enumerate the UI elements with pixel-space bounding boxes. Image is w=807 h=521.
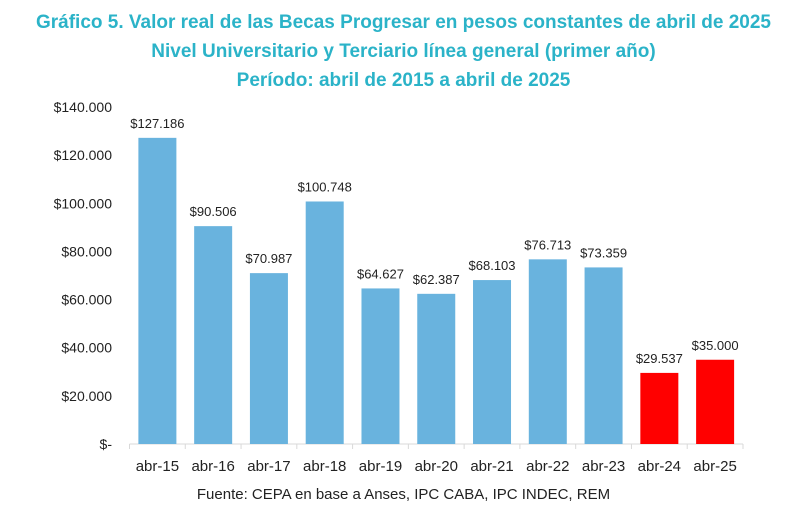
data-label: $76.713 [524,237,571,252]
bar [528,259,567,444]
bar [417,293,456,444]
source-note: Fuente: CEPA en base a Anses, IPC CABA, … [196,486,611,503]
x-tick-label: abr-15 [136,458,179,475]
data-label: $62.387 [413,272,460,287]
y-tick-label: $40.000 [61,340,112,356]
data-label: $70.987 [245,251,292,266]
chart-period: Período: abril de 2015 a abril de 2025 [236,70,571,91]
y-tick-label: $- [100,436,113,452]
x-tick-label: abr-16 [191,458,234,475]
y-tick-label: $20.000 [61,388,112,404]
bar [194,226,233,444]
y-tick-label: $140.000 [54,99,113,115]
x-tick-label: abr-24 [638,458,681,475]
y-tick-label: $60.000 [61,292,112,308]
x-tick-label: abr-17 [247,458,290,475]
bar [640,372,679,444]
data-label: $64.627 [357,266,404,281]
chart-subtitle: Nivel Universitario y Terciario línea ge… [151,41,656,62]
x-tick-label: abr-18 [303,458,346,475]
data-label: $29.537 [636,351,683,366]
data-label: $127.186 [130,116,184,131]
data-label: $90.506 [190,204,237,219]
x-tick-label: abr-21 [470,458,513,475]
data-label: $73.359 [580,245,627,260]
bar [696,359,735,444]
bar [584,267,623,444]
x-tick-label: abr-23 [582,458,625,475]
y-tick-label: $80.000 [61,243,112,259]
x-tick-label: abr-19 [359,458,402,475]
bar [361,288,400,444]
y-tick-label: $100.000 [54,195,113,211]
x-tick-label: abr-22 [526,458,569,475]
bar [305,201,344,444]
data-label: $35.000 [692,338,739,353]
chart-title: Gráfico 5. Valor real de las Becas Progr… [35,12,772,33]
y-tick-label: $120.000 [54,147,113,163]
bar [249,273,288,444]
data-label: $100.748 [298,179,352,194]
x-tick-label: abr-20 [415,458,458,475]
x-tick-label: abr-25 [693,458,736,475]
bar [473,280,512,444]
data-label: $68.103 [469,258,516,273]
bar [138,137,177,444]
